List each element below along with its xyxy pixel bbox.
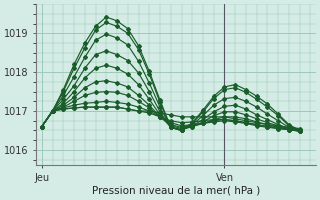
X-axis label: Pression niveau de la mer( hPa ): Pression niveau de la mer( hPa ) (92, 186, 260, 196)
